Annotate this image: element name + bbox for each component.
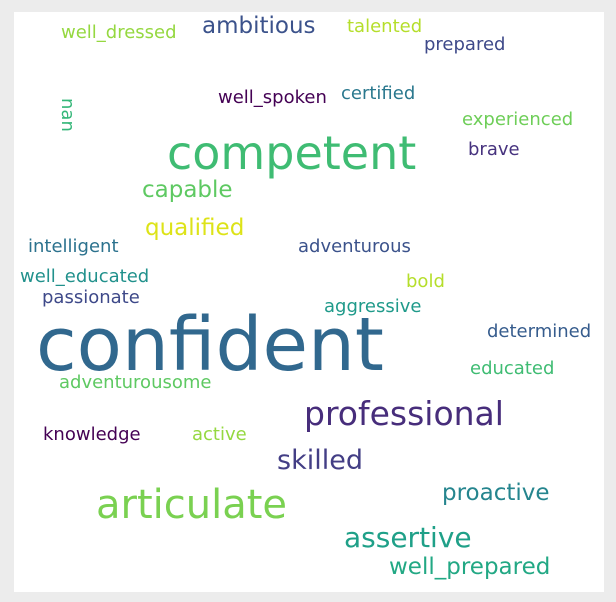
word-adventurous: adventurous [298, 236, 411, 257]
word-active: active [192, 424, 247, 445]
word-capable: capable [142, 177, 233, 203]
word-skilled: skilled [277, 445, 363, 476]
word-well-dressed: well_dressed [61, 22, 177, 43]
word-certified: certified [341, 83, 416, 104]
word-confident: confident [36, 302, 384, 388]
word-well-spoken: well_spoken [218, 87, 327, 108]
word-experienced: experienced [462, 109, 574, 130]
word-assertive: assertive [344, 521, 472, 554]
word-aggressive: aggressive [324, 296, 422, 317]
word-talented: talented [347, 16, 423, 37]
word-competent: competent [167, 126, 417, 180]
word-qualified: qualified [145, 215, 245, 241]
word-proactive: proactive [442, 480, 550, 506]
word-educated: educated [470, 358, 555, 379]
word-prepared: prepared [424, 34, 506, 55]
word-ambitious: ambitious [202, 13, 316, 39]
word-adventurousome: adventurousome [59, 372, 212, 393]
word-well-prepared: well_prepared [389, 554, 551, 580]
word-cloud: confident competent articulate professio… [14, 12, 604, 592]
word-articulate: articulate [96, 482, 288, 528]
word-nan: nan [57, 98, 78, 132]
word-intelligent: intelligent [28, 236, 119, 257]
word-knowledge: knowledge [43, 424, 141, 445]
word-passionate: passionate [42, 287, 140, 308]
word-determined: determined [487, 321, 592, 342]
word-well-educated: well_educated [20, 266, 150, 287]
word-bold: bold [406, 271, 445, 292]
word-professional: professional [304, 394, 504, 433]
word-brave: brave [468, 139, 520, 160]
